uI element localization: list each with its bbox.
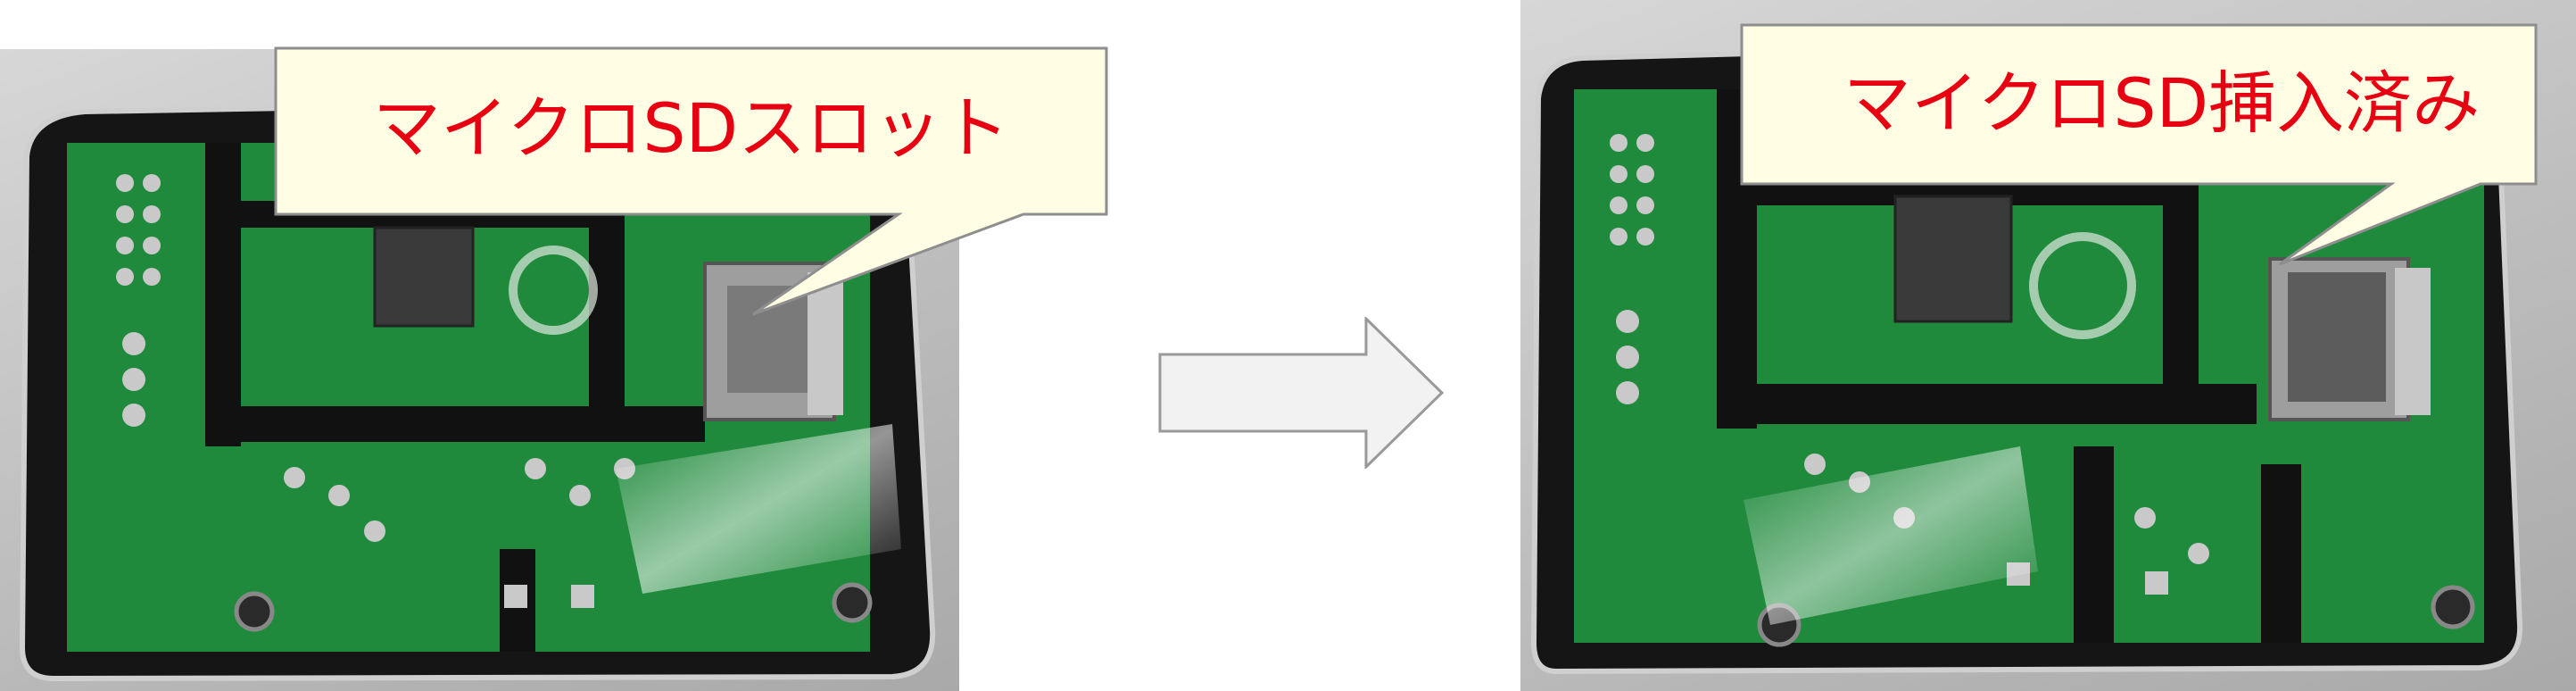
board-illustration-left (19, 95, 936, 682)
soc-chip (373, 226, 475, 328)
speech-bubble-right (1740, 23, 2538, 266)
speech-bubble-left (274, 46, 1108, 316)
callout-microsd-inserted: マイクロSD挿入済み (1740, 23, 2576, 291)
right-arrow-icon (1158, 315, 1445, 470)
callout-left-text: マイクロSDスロット (372, 88, 1010, 168)
board-illustration-right (1530, 32, 2523, 675)
callout-microsd-slot: マイクロSDスロット (274, 46, 1108, 368)
microsd-card (2288, 272, 2386, 402)
callout-right-text: マイクロSD挿入済み (1843, 63, 2481, 143)
soc-chip (1893, 195, 2013, 323)
